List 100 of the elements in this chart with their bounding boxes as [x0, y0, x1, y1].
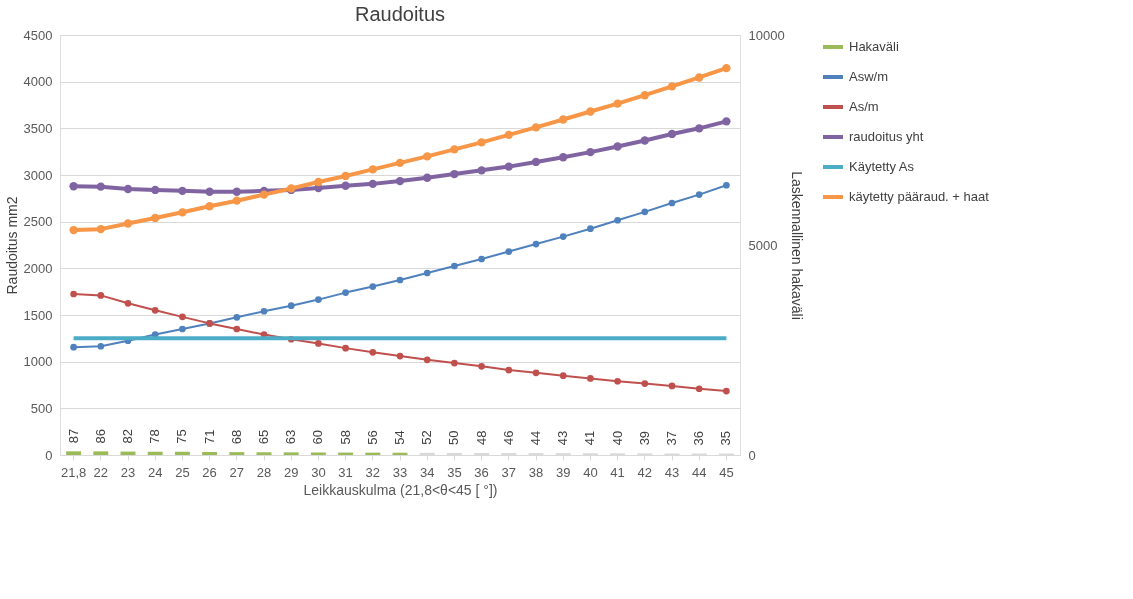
point	[613, 99, 622, 108]
point	[368, 179, 377, 189]
y-tick-label: 0	[45, 447, 53, 463]
point	[395, 176, 405, 186]
point	[232, 196, 241, 205]
data-label: 86	[92, 428, 108, 444]
point	[232, 187, 241, 196]
point	[179, 313, 186, 321]
point	[505, 366, 513, 374]
data-label: 68	[228, 429, 244, 445]
x-tick-label: 22	[93, 464, 109, 480]
y-tick-label: 3500	[23, 120, 53, 136]
data-label: 46	[500, 430, 516, 446]
legend-label: As/m	[849, 99, 879, 114]
point	[587, 225, 594, 233]
point	[395, 158, 405, 168]
data-label: 40	[609, 430, 625, 446]
point	[205, 202, 214, 211]
point	[151, 185, 160, 195]
data-label: 52	[419, 430, 435, 445]
point	[423, 356, 431, 364]
point	[668, 199, 676, 207]
x-tick-label: 25	[175, 464, 190, 480]
point	[559, 153, 568, 162]
point	[532, 369, 540, 377]
point	[668, 382, 676, 390]
data-label: 54	[392, 430, 407, 445]
x-tick-label: 45	[719, 464, 734, 480]
x-tick-label: 40	[583, 464, 598, 480]
y-axis-title: Raudoitus mm2	[3, 196, 20, 295]
point	[505, 248, 513, 255]
x-tick-label: 37	[501, 464, 517, 480]
x-tick-label: 28	[256, 464, 272, 480]
point	[69, 225, 78, 235]
data-label: 50	[446, 430, 462, 445]
point	[423, 269, 431, 277]
point	[205, 187, 214, 196]
point	[478, 255, 485, 263]
point	[97, 292, 105, 299]
y2-tick-label: 5000	[748, 237, 778, 253]
data-label: 65	[256, 429, 271, 445]
point	[477, 166, 486, 175]
point	[559, 115, 568, 124]
x-tick-label: 32	[365, 464, 381, 480]
point	[423, 173, 432, 182]
y2-tick-label: 0	[748, 447, 756, 463]
data-label: 35	[718, 431, 734, 446]
y2-axis-title: Laskennallinen hakaväli	[788, 171, 805, 320]
point	[315, 340, 322, 347]
data-label: 71	[201, 429, 217, 445]
x-axis-title: Leikkauskulma (21,8<θ<45 [ °])	[303, 481, 498, 498]
point	[259, 190, 269, 199]
point	[641, 380, 649, 387]
point	[314, 177, 323, 187]
data-label: 36	[691, 431, 707, 446]
point	[70, 290, 77, 298]
x-tick-label: 30	[311, 464, 326, 480]
point	[695, 73, 704, 82]
point	[559, 372, 567, 380]
data-label: 63	[283, 429, 299, 445]
point	[478, 362, 485, 370]
y-tick-label: 500	[30, 400, 53, 416]
point	[233, 313, 241, 321]
data-label: 41	[582, 430, 598, 446]
x-tick-label: 41	[610, 464, 625, 480]
point	[723, 181, 730, 189]
chart-title: Raudoitus	[354, 3, 446, 25]
point	[614, 216, 621, 224]
x-tick-label: 21,8	[60, 464, 87, 480]
y2-tick-label: 10000	[748, 27, 785, 43]
point	[342, 344, 349, 352]
point	[723, 387, 730, 395]
point	[722, 117, 731, 126]
legend-label: Käytetty As	[849, 159, 915, 174]
point	[179, 325, 186, 333]
point	[695, 385, 703, 393]
x-tick-label: 36	[474, 464, 489, 480]
point	[640, 136, 649, 145]
point	[123, 184, 133, 194]
point	[504, 130, 513, 140]
legend-label: Asw/m	[849, 69, 888, 84]
point	[531, 157, 541, 167]
point	[341, 171, 350, 181]
point	[722, 63, 731, 73]
point	[260, 307, 268, 315]
x-tick-label: 39	[555, 464, 571, 480]
point	[315, 296, 322, 303]
point	[151, 213, 160, 223]
data-label: 43	[555, 430, 571, 446]
point	[233, 325, 241, 333]
x-tick-label: 33	[392, 464, 408, 480]
point	[368, 165, 377, 174]
data-label: 82	[120, 429, 135, 444]
data-label: 37	[664, 430, 679, 446]
point	[123, 219, 133, 228]
point	[369, 283, 377, 290]
data-label: 78	[147, 429, 163, 444]
y-tick-label: 1500	[23, 307, 53, 323]
point	[450, 169, 459, 179]
x-tick-label: 23	[120, 464, 136, 480]
